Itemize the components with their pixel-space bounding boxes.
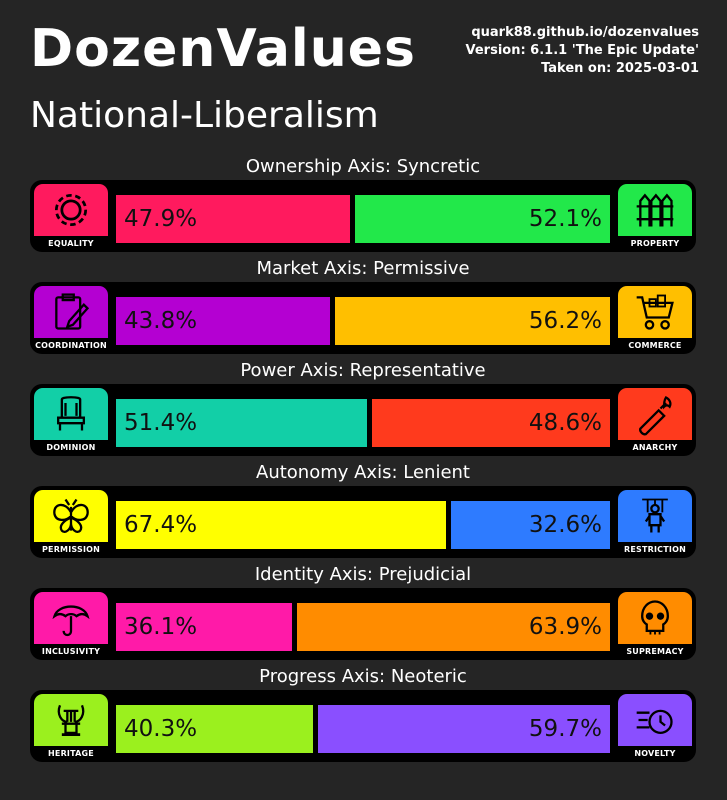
gear-icon — [34, 184, 108, 236]
clipboard-pen-icon — [34, 286, 108, 338]
left-score-bar: 36.1% — [116, 603, 292, 651]
left-score-bar: 51.4% — [116, 399, 367, 447]
axis-title: Power Axis: Representative — [240, 360, 486, 381]
fast-clock-icon — [618, 694, 692, 746]
axis-title: Progress Axis: Neoteric — [259, 666, 467, 687]
left-score-bar: 40.3% — [116, 705, 313, 753]
axis-frame: DOMINION ANARCHY 51.4% 48.6% — [30, 384, 696, 456]
right-pole-label: COMMERCE — [628, 341, 682, 350]
taken-date: Taken on: 2025-03-01 — [541, 61, 699, 76]
left-score-bar: 67.4% — [116, 501, 446, 549]
axis-frame: PERMISSION RESTRICTION 67.4% 32.6% — [30, 486, 696, 558]
right-pole-label: NOVELTY — [634, 749, 676, 758]
right-score-bar: 48.6% — [372, 399, 610, 447]
left-pole-label: EQUALITY — [48, 239, 94, 248]
axis-row: Autonomy Axis: Lenient PERMISSION RESTRICT… — [30, 462, 696, 562]
left-pole-label: DOMINION — [46, 443, 96, 452]
axis-row: Market Axis: Permissive COORDINATION COMME… — [30, 258, 696, 358]
right-score-bar: 59.7% — [318, 705, 610, 753]
app-title: DozenValues — [30, 19, 416, 79]
site-url[interactable]: quark88.github.io/dozenvalues — [471, 25, 699, 40]
right-score-bar: 63.9% — [297, 603, 610, 651]
axis-title: Autonomy Axis: Lenient — [256, 462, 470, 483]
axis-row: Identity Axis: Prejudicial INCLUSIVITY SUP… — [30, 564, 696, 664]
molotov-icon — [618, 388, 692, 440]
skull-icon — [618, 592, 692, 644]
lyre-icon — [34, 694, 108, 746]
axis-frame: INCLUSIVITY SUPREMACY 36.1% 63.9% — [30, 588, 696, 660]
axis-frame: COORDINATION COMMERCE 43.8% 56.2% — [30, 282, 696, 354]
right-pole-label: SUPREMACY — [626, 647, 684, 656]
left-score-bar: 47.9% — [116, 195, 350, 243]
ideology-result: National-Liberalism — [30, 95, 379, 136]
axis-row: Progress Axis: Neoteric HERITAGE NOVELTY 40… — [30, 666, 696, 766]
throne-icon — [34, 388, 108, 440]
right-pole-label: RESTRICTION — [624, 545, 686, 554]
fence-icon — [618, 184, 692, 236]
axis-title: Ownership Axis: Syncretic — [245, 156, 481, 177]
axis-title: Market Axis: Permissive — [256, 258, 470, 279]
axis-frame: HERITAGE NOVELTY 40.3% 59.7% — [30, 690, 696, 762]
axis-frame: EQUALITY PROPERTY 47.9% 52.1% — [30, 180, 696, 252]
left-pole-label: INCLUSIVITY — [41, 647, 101, 656]
left-pole-label: COORDINATION — [35, 341, 107, 350]
umbrella-icon — [34, 592, 108, 644]
axis-row: Ownership Axis: Syncretic EQUALITY PROPERT… — [30, 156, 696, 256]
puppet-icon — [618, 490, 692, 542]
meta-info: quark88.github.io/dozenvalues Version: 6… — [439, 24, 700, 78]
butterfly-icon — [34, 490, 108, 542]
right-score-bar: 32.6% — [451, 501, 610, 549]
left-pole-label: PERMISSION — [41, 545, 101, 554]
left-score-bar: 43.8% — [116, 297, 330, 345]
left-pole-label: HERITAGE — [48, 749, 94, 758]
axis-row: Power Axis: Representative DOMINION ANARCH… — [30, 360, 696, 460]
right-score-bar: 56.2% — [335, 297, 610, 345]
right-pole-label: ANARCHY — [632, 443, 678, 452]
right-score-bar: 52.1% — [355, 195, 610, 243]
right-pole-label: PROPERTY — [630, 239, 680, 248]
shopping-cart-icon — [618, 286, 692, 338]
version-text: Version: 6.1.1 'The Epic Update' — [465, 43, 700, 58]
axis-title: Identity Axis: Prejudicial — [254, 564, 472, 585]
